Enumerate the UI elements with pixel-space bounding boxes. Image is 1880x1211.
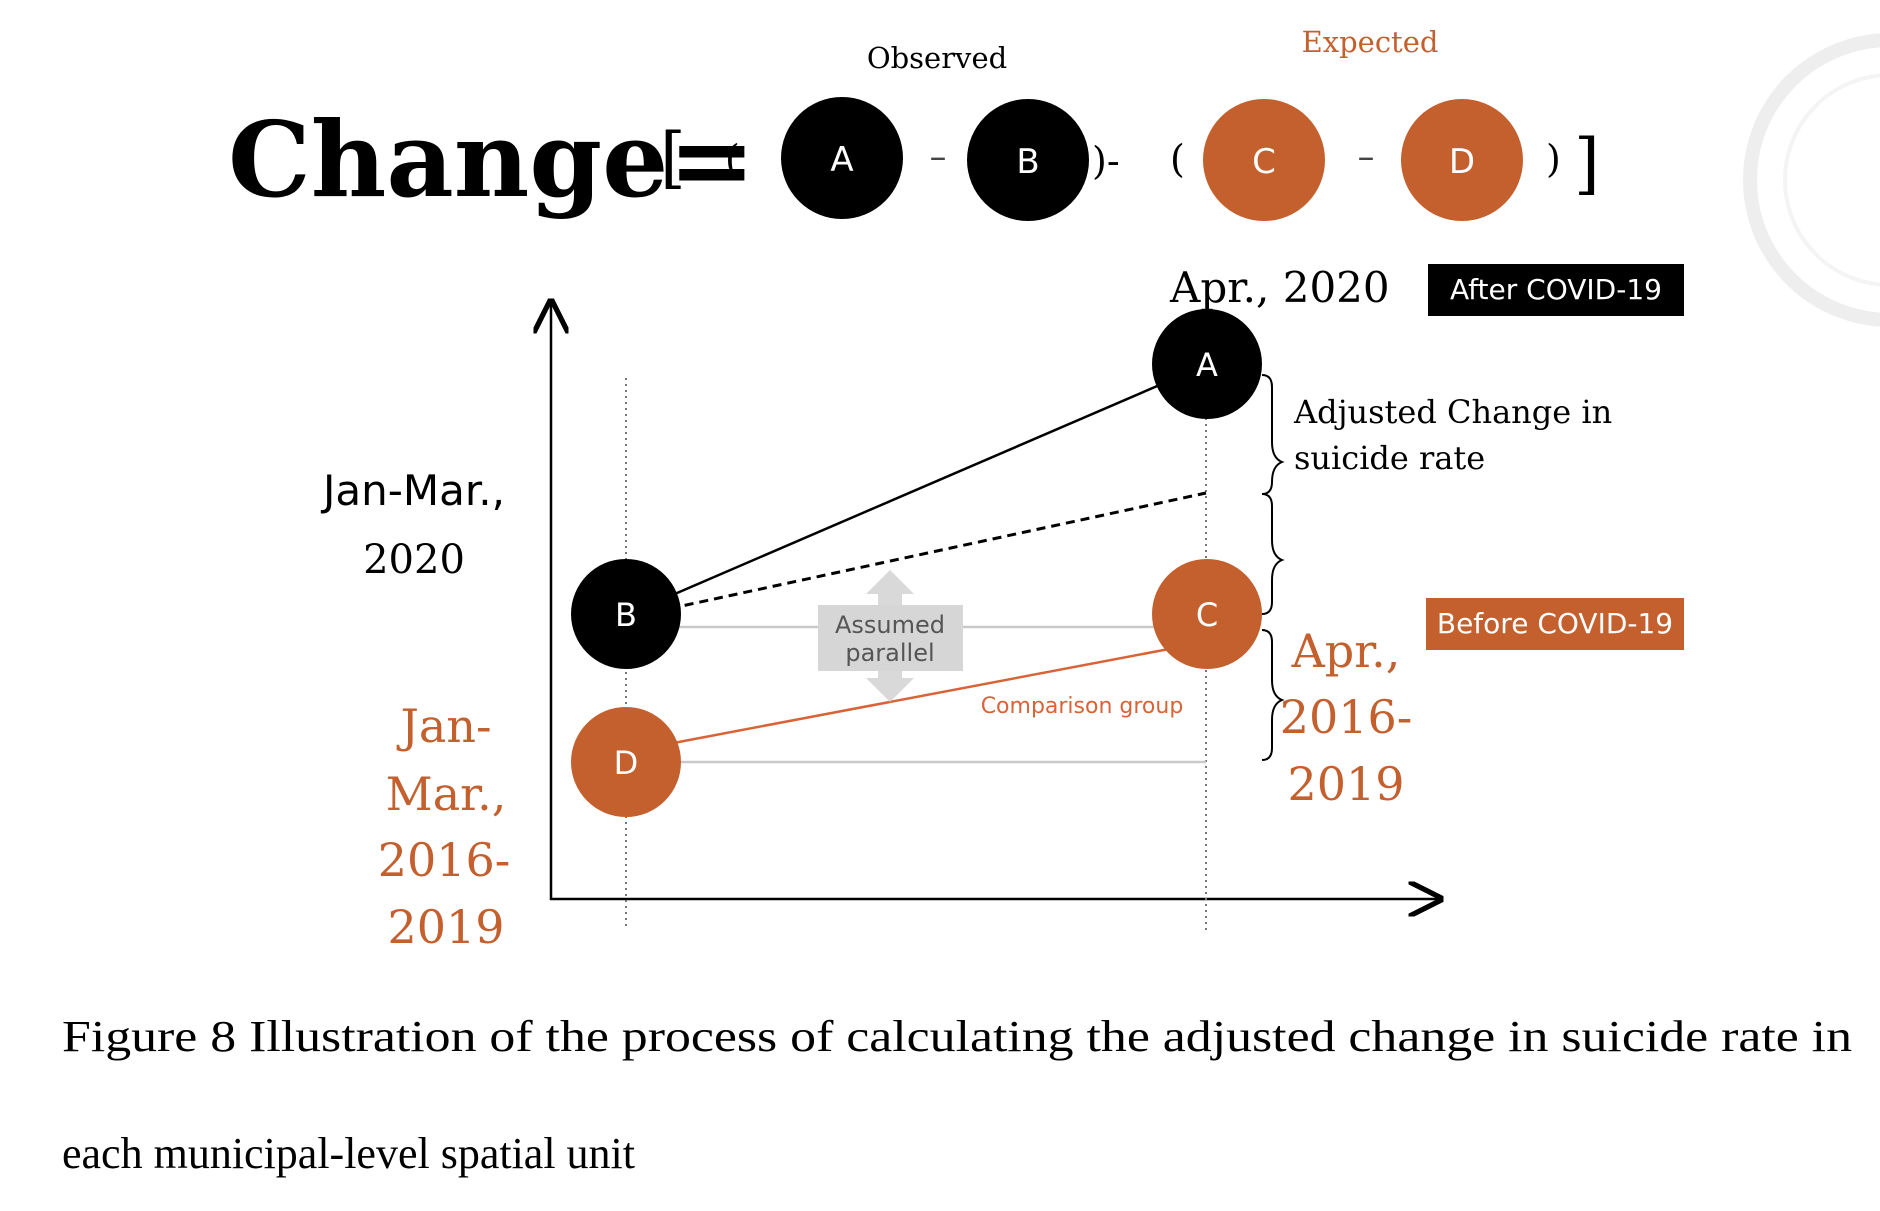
formula-open-paren-1: ( [725, 137, 740, 181]
formula-circle-a [781, 97, 903, 219]
jan-mar-1619-line4: 2019 [387, 900, 504, 954]
brace-middle [1261, 493, 1285, 615]
comparison-group-label: Comparison group [981, 694, 1184, 719]
assumed-parallel-line2: parallel [845, 639, 934, 667]
formula-open-paren-2: ( [1170, 137, 1185, 181]
counterfactual-trend-line [625, 491, 1207, 620]
formula-close-paren-2: ) [1546, 137, 1561, 181]
formula-circle-c [1203, 99, 1325, 221]
observed-label: Observed [867, 41, 1007, 75]
jan-mar-2020-line1: Jan-Mar., [320, 466, 505, 515]
watermark-seal [1743, 33, 1880, 327]
point-b-label: B [615, 596, 637, 634]
brace-lower [1261, 629, 1285, 761]
assumed-parallel-arrow [818, 570, 963, 702]
observed-trend-line [625, 363, 1207, 617]
assumed-parallel-line1: Assumed [835, 611, 945, 639]
after-covid-badge [1428, 264, 1684, 316]
caption-line1: Figure 8 Illustration of the process of … [62, 1012, 1852, 1061]
after-covid-label: After COVID-19 [1450, 273, 1662, 306]
formula-minus-2: – [1358, 137, 1375, 177]
formula-circle-b-label: B [1016, 142, 1039, 182]
formula-circle-a-label: A [830, 140, 853, 180]
point-a-label: A [1196, 346, 1218, 384]
expected-label: Expected [1302, 25, 1439, 59]
point-a [1152, 309, 1262, 419]
formula-open-bracket: [ [660, 119, 686, 196]
formula-circle-b [967, 99, 1089, 221]
jan-mar-1619-line1: Jan- [396, 699, 491, 753]
caption-line2: each municipal-level spatial unit [62, 1129, 635, 1178]
jan-mar-1619-line3: 2016- [378, 833, 511, 887]
apr-2020-label: Apr., 2020 [1169, 263, 1390, 312]
formula-circle-d [1401, 99, 1523, 221]
apr-1619-line3: 2019 [1287, 757, 1404, 811]
formula-minus-1: – [930, 137, 947, 177]
adjusted-change-line2: suicide rate [1294, 439, 1485, 477]
jan-mar-2020-line2: 2020 [363, 537, 465, 583]
formula-circle-d-label: D [1449, 142, 1475, 182]
comparison-trend-line [625, 640, 1207, 754]
before-covid-badge [1426, 598, 1684, 650]
adjusted-change-line1: Adjusted Change in [1293, 393, 1612, 431]
apr-1619-line1: Apr., [1291, 624, 1401, 678]
point-d [571, 707, 681, 817]
point-c [1152, 559, 1262, 669]
point-b [571, 559, 681, 669]
formula-title: Change= [228, 98, 755, 221]
point-c-label: C [1196, 596, 1218, 634]
apr-1619-line2: 2016- [1280, 690, 1413, 744]
before-covid-label: Before COVID-19 [1437, 607, 1673, 640]
formula-close-paren-1: )- [1092, 139, 1120, 183]
formula-circle-c-label: C [1252, 142, 1276, 182]
point-d-label: D [614, 744, 639, 782]
formula-close-bracket: ] [1574, 125, 1600, 202]
jan-mar-1619-line2: Mar., [386, 767, 507, 821]
brace-upper [1261, 374, 1285, 495]
